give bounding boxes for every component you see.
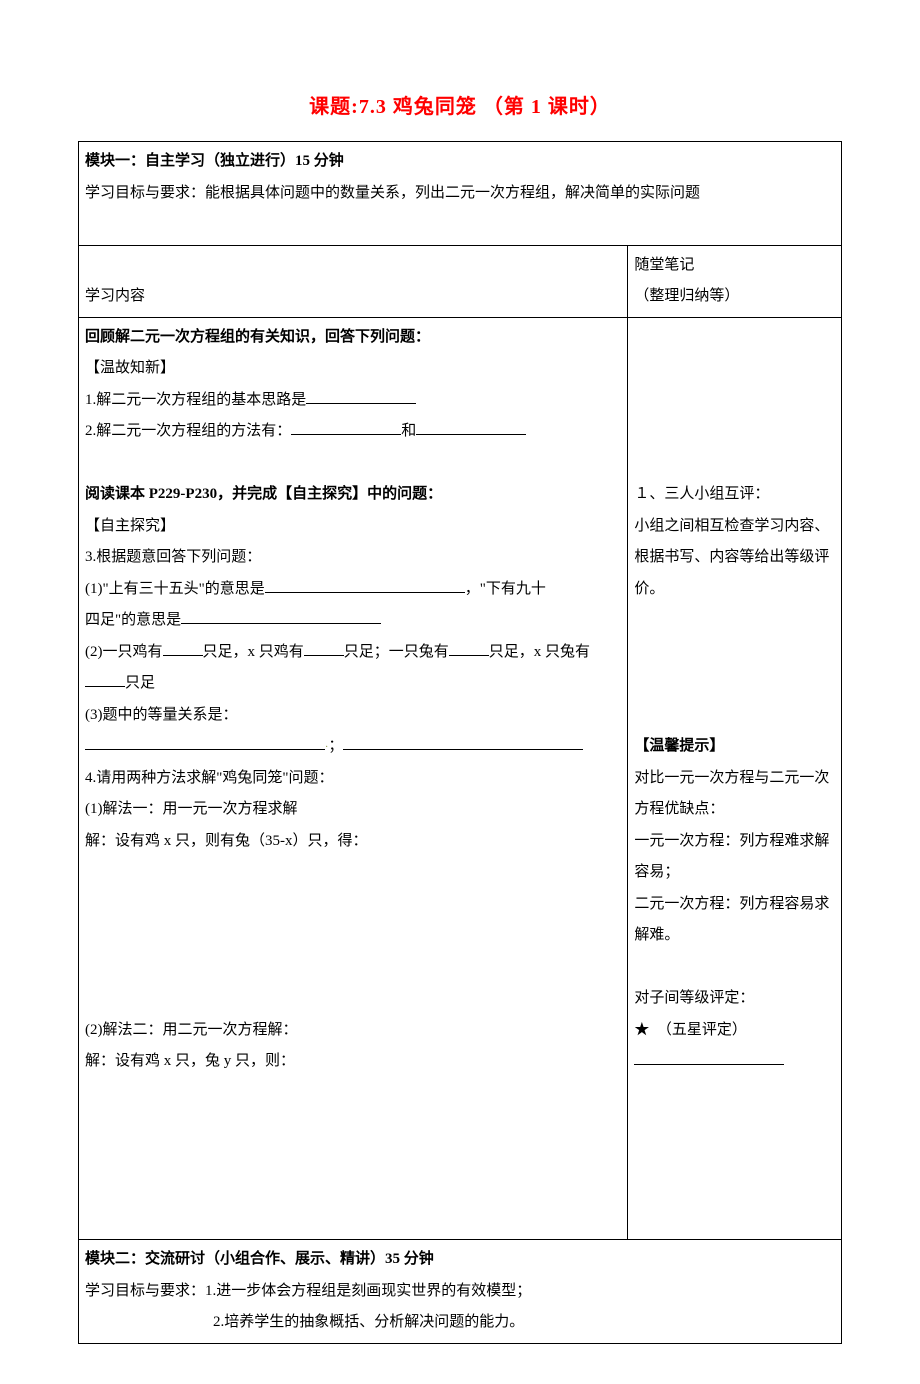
q4-header: 4.请用两种方法求解"鸡兔同笼"问题： [85,770,334,786]
rating-blank[interactable] [634,1047,784,1065]
col-header-right: 随堂笔记 （整理归纳等） [628,245,842,317]
notes-label-1: 随堂笔记 [634,257,694,273]
page-title: 课题:7.3 鸡兔同笼 （第 1 课时） [78,90,842,119]
tip-line1: 对比一元一次方程与二元一次方程优缺点： [634,770,829,818]
q3-3-blank2[interactable] [343,732,583,750]
q2-mid: 和 [401,423,416,439]
q3-1-line2: 四足"的意思是 [85,612,181,628]
q3-2-blank1[interactable] [163,638,203,656]
q3-1-mid: ，"下有九十 [465,581,546,597]
module2-header: 模块二：交流研讨（小组合作、展示、精讲）35 分钟 [85,1251,434,1267]
q3-1-blank2[interactable] [181,606,381,624]
q3-header: 3.根据题意回答下列问题： [85,549,261,565]
module2-obj1: 1.进一步体会方程组是刻画现实世界的有效模型； [205,1283,531,1299]
group-eval-body: 小组之间相互检查学习内容、根据书写、内容等给出等级评价。 [634,518,829,597]
q2-prefix: 2.解二元一次方程组的方法有： [85,423,291,439]
review-header: 回顾解二元一次方程组的有关知识，回答下列问题： [85,329,430,345]
q3-2-blank2[interactable] [304,638,344,656]
q4-2-header: (2)解法二：用二元一次方程解： [85,1022,298,1038]
pair-rating-header: 对子间等级评定： [634,990,754,1006]
notes-label-2: （整理归纳等） [634,288,739,304]
q3-2-c: 只足；一只兔有 [344,644,449,660]
module2-cell: 模块二：交流研讨（小组合作、展示、精讲）35 分钟 学习目标与要求：1.进一步体… [79,1240,842,1344]
q1-blank[interactable] [306,386,416,404]
q4-1-body: 解：设有鸡 x 只，则有兔（35-x）只，得： [85,833,368,849]
star-icon: ★ [634,1022,649,1038]
q3-3-sep: ； [328,738,343,754]
tip-line2: 一元一次方程：列方程难求解容易； [634,833,829,881]
module2-obj-prefix: 学习目标与要求： [85,1283,205,1299]
q3-2-e: 只足 [125,675,155,691]
q3-2-b: 只足，x 只鸡有 [203,644,304,660]
module1-objective: 学习目标与要求：能根据具体问题中的数量关系，列出二元一次方程组，解决简单的实际问… [85,185,700,201]
q3-2-d: 只足，x 只兔有 [489,644,590,660]
main-content-cell: 回顾解二元一次方程组的有关知识，回答下列问题： 【温故知新】 1.解二元一次方程… [79,317,628,1240]
module1-header-cell: 模块一：自主学习（独立进行）15 分钟 学习目标与要求：能根据具体问题中的数量关… [79,142,842,246]
q3-1-blank1[interactable] [265,575,465,593]
study-content-label: 学习内容 [85,288,145,304]
q4-2-body: 解：设有鸡 x 只，兔 y 只，则： [85,1053,295,1069]
q1-prefix: 1.解二元一次方程组的基本思路是 [85,392,306,408]
q3-2-a: (2)一只鸡有 [85,644,163,660]
q3-3-blank1[interactable] [85,732,325,750]
tip-line3: 二元一次方程：列方程容易求解难。 [634,896,829,944]
notes-cell: １、三人小组互评： 小组之间相互检查学习内容、根据书写、内容等给出等级评价。 【… [628,317,842,1240]
pair-rating-note: （五星评定） [657,1022,747,1038]
q3-2-blank4[interactable] [85,669,125,687]
q4-1-header: (1)解法一：用一元一次方程求解 [85,801,298,817]
col-header-left: 学习内容 [79,245,628,317]
q2-blank1[interactable] [291,417,401,435]
module1-header: 模块一：自主学习（独立进行）15 分钟 [85,153,344,169]
group-eval-header: １、三人小组互评： [634,486,769,502]
reading-header: 阅读课本 P229-P230，并完成【自主探究】中的问题： [85,486,442,502]
worksheet-table: 模块一：自主学习（独立进行）15 分钟 学习目标与要求：能根据具体问题中的数量关… [78,141,842,1344]
q3-3: (3)题中的等量关系是： [85,707,238,723]
q3-2-blank3[interactable] [449,638,489,656]
review-label: 【温故知新】 [85,360,175,376]
tip-label: 【温馨提示】 [634,738,724,754]
module2-obj2: 2.培养学生的抽象概括、分析解决问题的能力。 [213,1314,524,1330]
q2-blank2[interactable] [416,417,526,435]
explore-label: 【自主探究】 [85,518,175,534]
q3-1-prefix: (1)"上有三十五头"的意思是 [85,581,265,597]
